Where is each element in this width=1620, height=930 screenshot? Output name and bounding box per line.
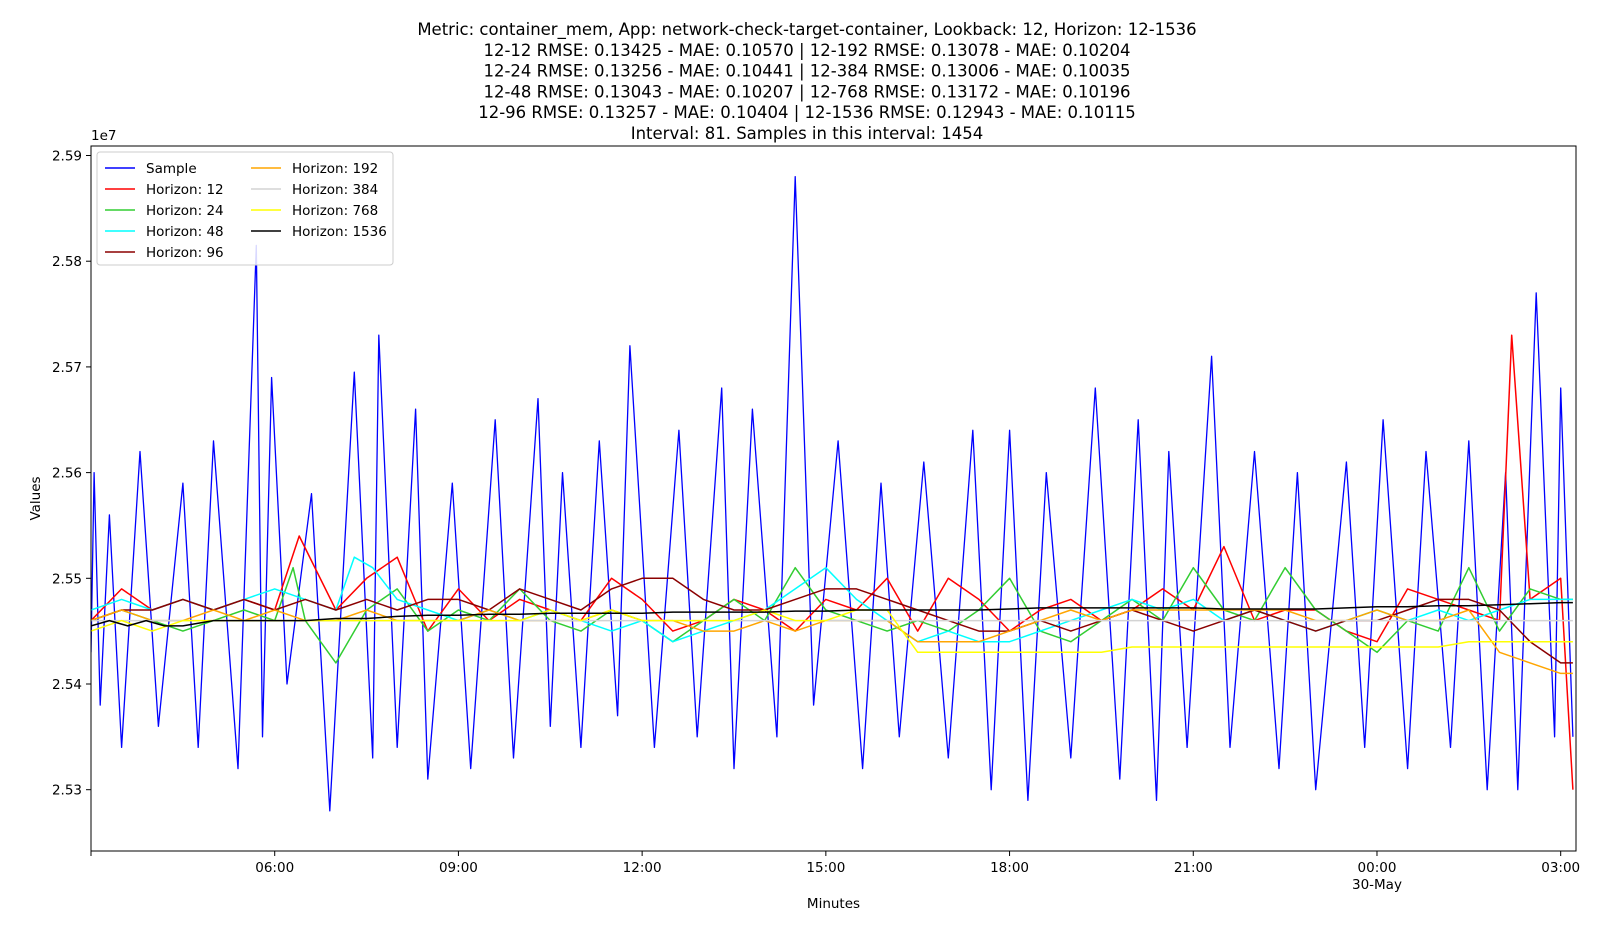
title-line: 12-12 RMSE: 0.13425 - MAE: 0.10570 | 12-… [483, 41, 1130, 60]
plot-area-frame [90, 145, 1577, 852]
y-tick-label: 2.53 [52, 783, 82, 799]
title-line: Metric: container_mem, App: network-chec… [417, 20, 1196, 40]
y-offset-label: 1e7 [91, 128, 116, 144]
series-lines [91, 176, 1574, 812]
x-tick-label: 21:00 [1174, 860, 1213, 876]
y-tick-label: 2.56 [52, 466, 82, 482]
series-line [91, 556, 1573, 643]
legend-entry-label: Horizon: 1536 [292, 224, 387, 240]
x-tick-label: 12:00 [623, 860, 662, 876]
title-line: 12-48 RMSE: 0.13043 - MAE: 0.10207 | 12-… [483, 82, 1130, 101]
y-tick-label: 2.58 [52, 254, 82, 270]
series-line [91, 566, 1573, 664]
legend: Sample Horizon: 12 Horizon: 24 Horizon: 48 H… [96, 151, 394, 266]
y-axis-label: Values [28, 476, 44, 520]
x-tick-label: 09:00 [439, 860, 478, 876]
legend-entry-label: Horizon: 96 [146, 245, 224, 261]
legend-entry-label: Horizon: 192 [292, 161, 378, 177]
series-line [91, 176, 1574, 812]
legend-entry-label: Horizon: 24 [146, 203, 224, 219]
legend-entry-label: Horizon: 384 [292, 182, 378, 198]
x-tick-label: 00:00 [1358, 860, 1397, 876]
title-line: 12-24 RMSE: 0.13256 - MAE: 0.10441 | 12-… [483, 62, 1130, 81]
y-axis: 2.53 2.54 2.55 2.56 2.57 2.58 2.59 [52, 149, 91, 799]
legend-box [96, 151, 394, 266]
title-line: 12-96 RMSE: 0.13257 - MAE: 0.10404 | 12-… [478, 103, 1136, 122]
legend-entry-label: Horizon: 48 [146, 224, 224, 240]
y-tick-label: 2.59 [52, 149, 82, 165]
x-axis-label: Minutes [807, 896, 860, 912]
x-tick-label: 06:00 [255, 860, 294, 876]
series-line [91, 577, 1573, 664]
series-line [91, 334, 1574, 790]
y-tick-label: 2.57 [52, 360, 82, 376]
y-tick-label: 2.54 [52, 677, 82, 693]
y-tick-label: 2.55 [52, 571, 82, 587]
x-tick-label: 18:00 [990, 860, 1029, 876]
x-tick-label: 15:00 [806, 860, 845, 876]
legend-entry-label: Horizon: 12 [146, 182, 224, 198]
series-line [91, 601, 1573, 627]
series-line [91, 609, 1573, 654]
legend-entry-label: Sample [146, 161, 197, 177]
legend-entry-label: Horizon: 768 [292, 203, 378, 219]
title-line: Interval: 81. Samples in this interval: … [631, 124, 984, 143]
chart-title: Metric: container_mem, App: network-chec… [417, 20, 1196, 143]
x-tick-label: 03:00 [1541, 860, 1580, 876]
x-axis: 06:00 09:00 12:00 15:00 18:00 21:00 00:00 03:00… [90, 851, 1580, 893]
x-date-label: 30-May [1352, 877, 1402, 893]
